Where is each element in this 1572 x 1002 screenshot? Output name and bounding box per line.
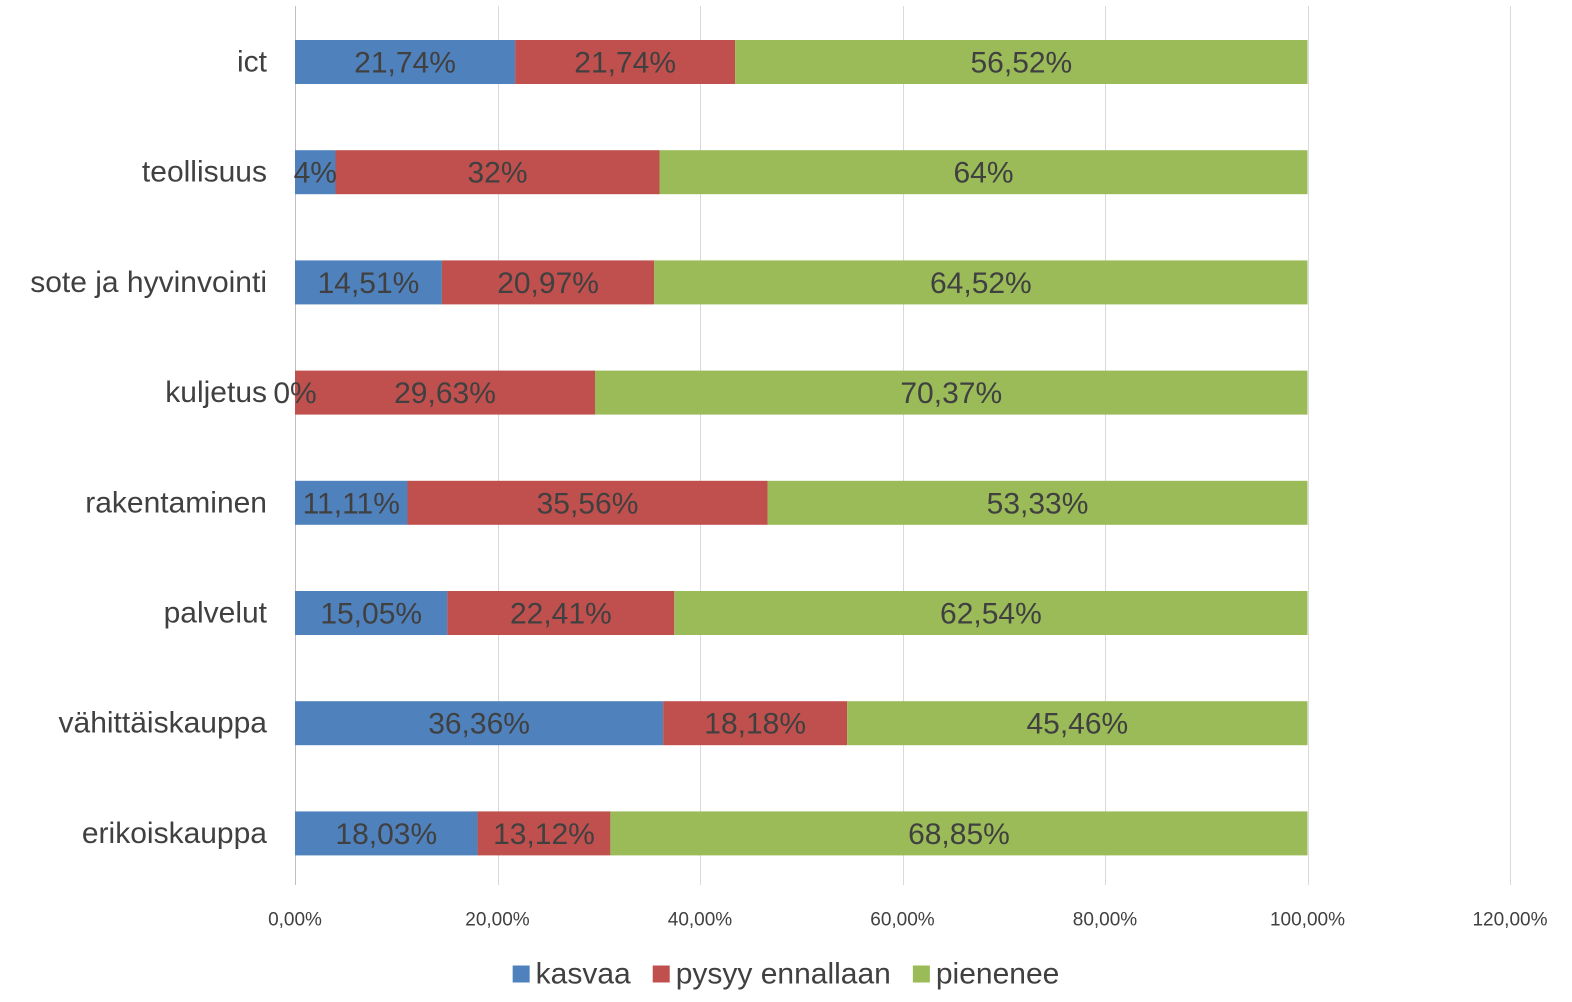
bar-segment-pysyy-ennallaan xyxy=(663,701,848,746)
legend: kasvaa pysyy ennallaan pienenee xyxy=(512,958,1059,991)
bar-segment-pienenee xyxy=(610,811,1308,856)
bar-segment-kasvaa xyxy=(295,40,516,84)
legend-label: pysyy ennallaan xyxy=(676,958,891,991)
x-tick-label: 120,00% xyxy=(1472,910,1547,931)
data-label: 53,33% xyxy=(987,487,1089,520)
category-labels: ict teollisuus sote ja hyvinvointi kuljetus… xyxy=(30,46,267,850)
category-label: kuljetus xyxy=(165,376,267,409)
x-tick-label: 40,00% xyxy=(668,910,733,931)
category-label: palvelut xyxy=(164,597,268,630)
legend-label: pienenee xyxy=(936,958,1059,991)
data-label: 13,12% xyxy=(493,818,595,851)
data-label: 56,52% xyxy=(970,47,1072,80)
data-label: 15,05% xyxy=(320,598,422,631)
legend-label: kasvaa xyxy=(536,958,631,991)
data-label: 18,03% xyxy=(335,818,437,851)
x-tick-label: 20,00% xyxy=(465,910,530,931)
legend-swatch xyxy=(652,965,670,983)
data-label: 45,46% xyxy=(1026,708,1128,741)
bar-segment-pienenee xyxy=(767,480,1308,525)
data-label: 36,36% xyxy=(428,708,530,741)
x-tick-label: 0,00% xyxy=(268,910,322,931)
data-label: 35,56% xyxy=(537,487,639,520)
bar-segment-kasvaa xyxy=(295,701,664,746)
category-label: erikoiskauppa xyxy=(82,817,267,850)
data-label: 18,18% xyxy=(704,708,806,741)
x-tick-label: 100,00% xyxy=(1270,910,1345,931)
data-label: 70,37% xyxy=(900,377,1002,410)
bars xyxy=(295,40,1308,856)
category-label: vähittäiskauppa xyxy=(59,707,268,740)
gridlines xyxy=(295,6,1511,885)
bar-segment-pienenee xyxy=(595,370,1308,415)
category-label: rakentaminen xyxy=(85,486,267,519)
bar-segment-pysyy-ennallaan xyxy=(441,260,655,305)
data-label: 20,97% xyxy=(497,267,599,300)
data-label: 62,54% xyxy=(940,598,1042,631)
bar-segment-kasvaa xyxy=(295,480,408,525)
x-tick-label: 60,00% xyxy=(870,910,935,931)
data-label: 29,63% xyxy=(394,377,496,410)
category-label: sote ja hyvinvointi xyxy=(30,266,267,299)
bar-segment-pienenee xyxy=(674,591,1308,635)
category-label: ict xyxy=(237,46,268,79)
bar-segment-pysyy-ennallaan xyxy=(295,370,596,415)
legend-swatch xyxy=(912,965,930,983)
bar-segment-kasvaa xyxy=(295,150,336,195)
bar-segment-pysyy-ennallaan xyxy=(477,811,611,856)
bar-segment-pysyy-ennallaan xyxy=(447,591,675,635)
data-label: 68,85% xyxy=(908,818,1010,851)
bar-segment-kasvaa xyxy=(295,811,478,856)
legend-swatch xyxy=(512,965,530,983)
data-label: 11,11% xyxy=(303,487,400,520)
x-tick-label: 80,00% xyxy=(1073,910,1138,931)
category-label: teollisuus xyxy=(142,156,267,189)
data-labels: 21,74% 21,74% 56,52% 4% 32% 64% 14,51% 20,97% 64… xyxy=(273,47,1128,851)
bar-segment-kasvaa xyxy=(295,591,448,635)
data-label: 0% xyxy=(273,377,316,410)
data-label: 4% xyxy=(294,157,337,190)
bar-segment-kasvaa xyxy=(295,260,442,305)
bar-segment-pienenee xyxy=(847,701,1308,746)
data-label: 14,51% xyxy=(318,267,420,300)
legend-item: pienenee xyxy=(912,958,1059,991)
data-label: 21,74% xyxy=(354,47,456,80)
data-label: 22,41% xyxy=(510,598,612,631)
data-label: 32% xyxy=(467,157,527,190)
bar-segment-pysyy-ennallaan xyxy=(407,480,768,525)
data-label: 21,74% xyxy=(574,47,676,80)
legend-item: pysyy ennallaan xyxy=(652,958,891,991)
bar-segment-pienenee xyxy=(654,260,1308,305)
x-axis-ticks: 0,00% 20,00% 40,00% 60,00% 80,00% 100,00% 120,… xyxy=(268,910,1548,931)
bar-segment-pienenee xyxy=(735,40,1308,84)
bar-segment-pienenee xyxy=(659,150,1308,195)
data-label: 64% xyxy=(953,157,1013,190)
bar-segment-pysyy-ennallaan xyxy=(335,150,660,195)
data-label: 64,52% xyxy=(930,267,1032,300)
bar-segment-pysyy-ennallaan xyxy=(515,40,736,84)
legend-item: kasvaa xyxy=(512,958,631,991)
